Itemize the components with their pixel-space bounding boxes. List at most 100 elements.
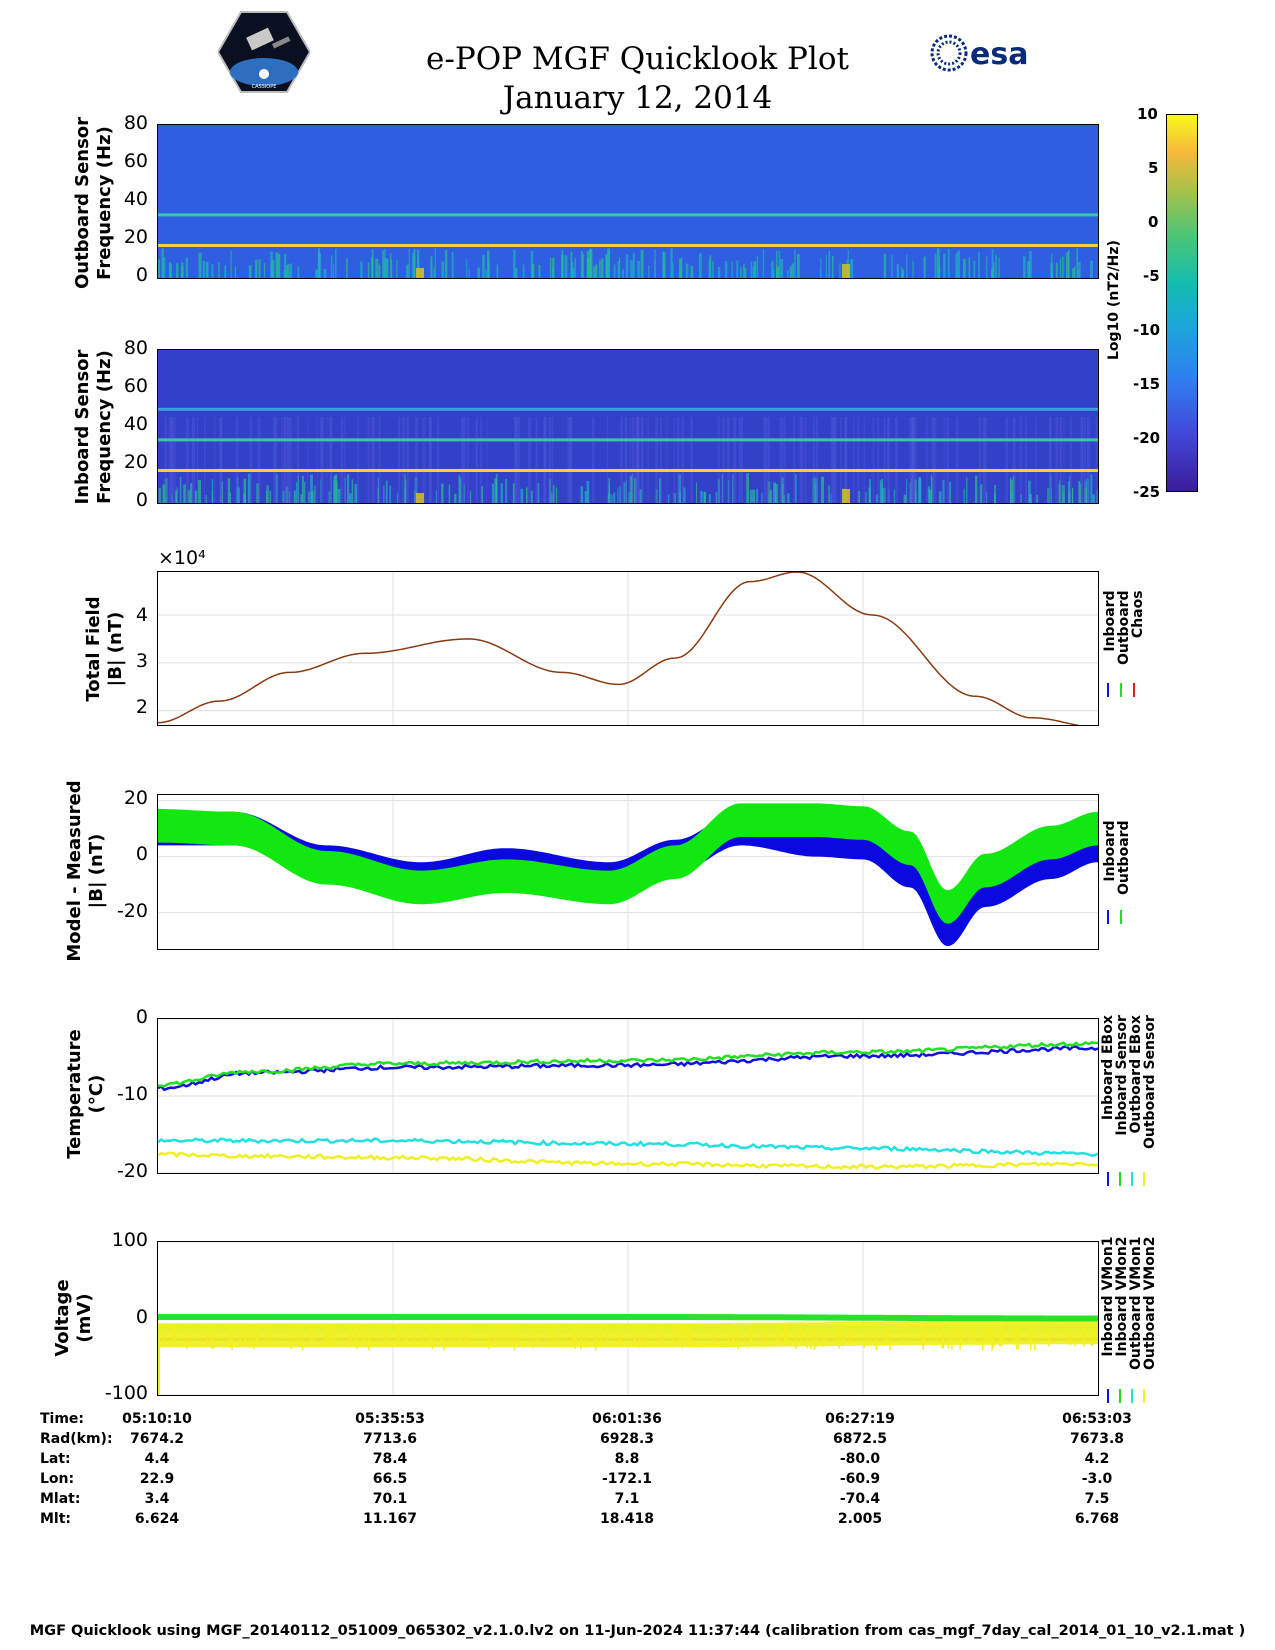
spectrogram-streak	[749, 489, 753, 503]
spectrogram-streak	[512, 483, 516, 503]
spectrogram-streak	[783, 416, 785, 503]
spectrogram-streak	[779, 416, 783, 503]
footer-value: 06:27:19	[825, 1411, 895, 1427]
legend-mark-inboard	[1107, 683, 1109, 697]
spectrogram-streak	[778, 250, 781, 278]
spectrogram-streak	[765, 416, 767, 503]
spectrogram-streak	[412, 253, 415, 278]
spectrogram-streak	[637, 260, 640, 278]
spectrogram-streak	[766, 416, 770, 503]
spectrogram-streak	[901, 266, 903, 278]
spectrogram-streak	[670, 248, 673, 278]
outboard-ytick: 0	[135, 264, 148, 286]
spectrogram-streak	[333, 263, 335, 278]
voltage-legend: Inboard VMon1 Inboard VMon2 Outboard VMo…	[1100, 1236, 1158, 1370]
spectrogram-streak	[378, 264, 381, 278]
spectrogram-streak	[956, 269, 958, 278]
voltage-panel	[157, 1241, 1099, 1396]
spectrogram-streak	[475, 416, 477, 503]
spectrogram-streak	[641, 416, 644, 503]
footer-label-mlt: Mlt:	[40, 1511, 72, 1527]
spectrogram-streak	[1029, 251, 1032, 278]
spectrogram-streak	[660, 416, 662, 503]
footer-label-mlat: Mlat:	[40, 1491, 81, 1507]
spectrogram-streak	[211, 264, 214, 278]
outboard-ytick: 60	[123, 150, 148, 172]
footer-value: 78.4	[372, 1451, 408, 1467]
spectrogram-streak	[277, 253, 281, 278]
spectrogram-streak	[756, 255, 759, 278]
spectrogram-streak	[622, 268, 624, 278]
spectrogram-streak	[698, 253, 702, 278]
spectrogram-streak	[224, 265, 227, 278]
footer-value: 8.8	[614, 1451, 640, 1467]
footer-value: 2.005	[837, 1511, 883, 1527]
spectrogram-streak	[300, 494, 303, 503]
spectrogram-streak	[613, 492, 616, 503]
spectrogram-streak	[405, 479, 407, 503]
spectrogram-streak	[1051, 253, 1053, 278]
spectrogram-streak	[994, 484, 996, 503]
spectrogram-streak	[537, 483, 540, 503]
spectrogram-streak	[955, 416, 959, 503]
footer-value: 4.2	[1084, 1451, 1110, 1467]
spectrogram-streak	[548, 416, 552, 503]
spectrogram-streak	[872, 416, 875, 503]
colorbar-tick: -5	[1143, 267, 1160, 285]
spectrogram-streak	[162, 483, 165, 503]
spectrogram-streak	[991, 268, 994, 278]
spectrogram-streak	[893, 489, 895, 503]
spectrogram-streak	[883, 416, 886, 503]
legend-mark-inboard	[1107, 910, 1109, 924]
spectrogram-streak	[586, 480, 590, 503]
spectrogram-streak	[496, 264, 499, 278]
spectrogram-streak	[617, 260, 620, 278]
spectrogram-streak	[804, 416, 807, 503]
temperature-line-3	[158, 1151, 1098, 1170]
spectrogram-streak	[550, 492, 552, 503]
spectrogram-streak	[613, 264, 616, 278]
colorbar-tick: 10	[1137, 105, 1158, 123]
spectrogram-streak	[828, 485, 830, 503]
spectrogram-streak	[744, 268, 747, 278]
spectrogram-streak	[655, 416, 658, 503]
spectrogram-streak	[963, 258, 966, 278]
spectrogram-streak	[266, 485, 269, 503]
spectrogram-streak	[909, 416, 913, 503]
spectrogram-streak	[179, 476, 182, 503]
voltage-line-3	[158, 1320, 1098, 1348]
model-measured-ytick: 20	[123, 787, 148, 809]
spectrogram-streak	[307, 416, 309, 503]
spectrogram-streak	[357, 416, 359, 503]
spectrogram-streak	[335, 248, 337, 278]
spectrogram-streak	[477, 267, 480, 278]
spectrogram-streak	[481, 486, 484, 503]
spectrogram-streak	[1095, 416, 1098, 503]
spectrogram-streak	[994, 494, 996, 503]
spectrogram-streak	[515, 268, 518, 278]
spectrogram-streak	[1019, 416, 1022, 503]
legend-entry: Inboard Sensor	[1114, 1015, 1130, 1136]
spectrogram-streak	[931, 416, 934, 503]
spectrogram-streak	[284, 416, 287, 503]
spectrogram-streak	[722, 416, 724, 503]
spectrogram-streak	[384, 258, 387, 278]
legend-mark-inboard-sensor	[1119, 1172, 1121, 1186]
spectrogram-streak	[459, 477, 462, 503]
spectrogram-streak	[831, 255, 834, 278]
spectrogram-streak	[181, 262, 184, 278]
spectrogram-streak	[372, 416, 376, 503]
spectrogram-streak	[933, 416, 937, 503]
spectrogram-streak	[734, 416, 737, 503]
esa-logo: esa	[930, 34, 1040, 72]
spectrogram-streak	[198, 479, 202, 503]
total-field-ytick: 2	[135, 696, 148, 718]
spectrogram-streak	[681, 416, 685, 503]
spectrogram-streak	[625, 416, 628, 503]
spectrogram-streak	[1087, 416, 1090, 503]
spectrogram-streak	[505, 478, 508, 503]
spectrogram-streak	[522, 264, 525, 278]
colorbar-tick: -20	[1133, 429, 1161, 447]
spectrogram-streak	[794, 249, 796, 278]
spectrogram-streak	[385, 480, 388, 503]
